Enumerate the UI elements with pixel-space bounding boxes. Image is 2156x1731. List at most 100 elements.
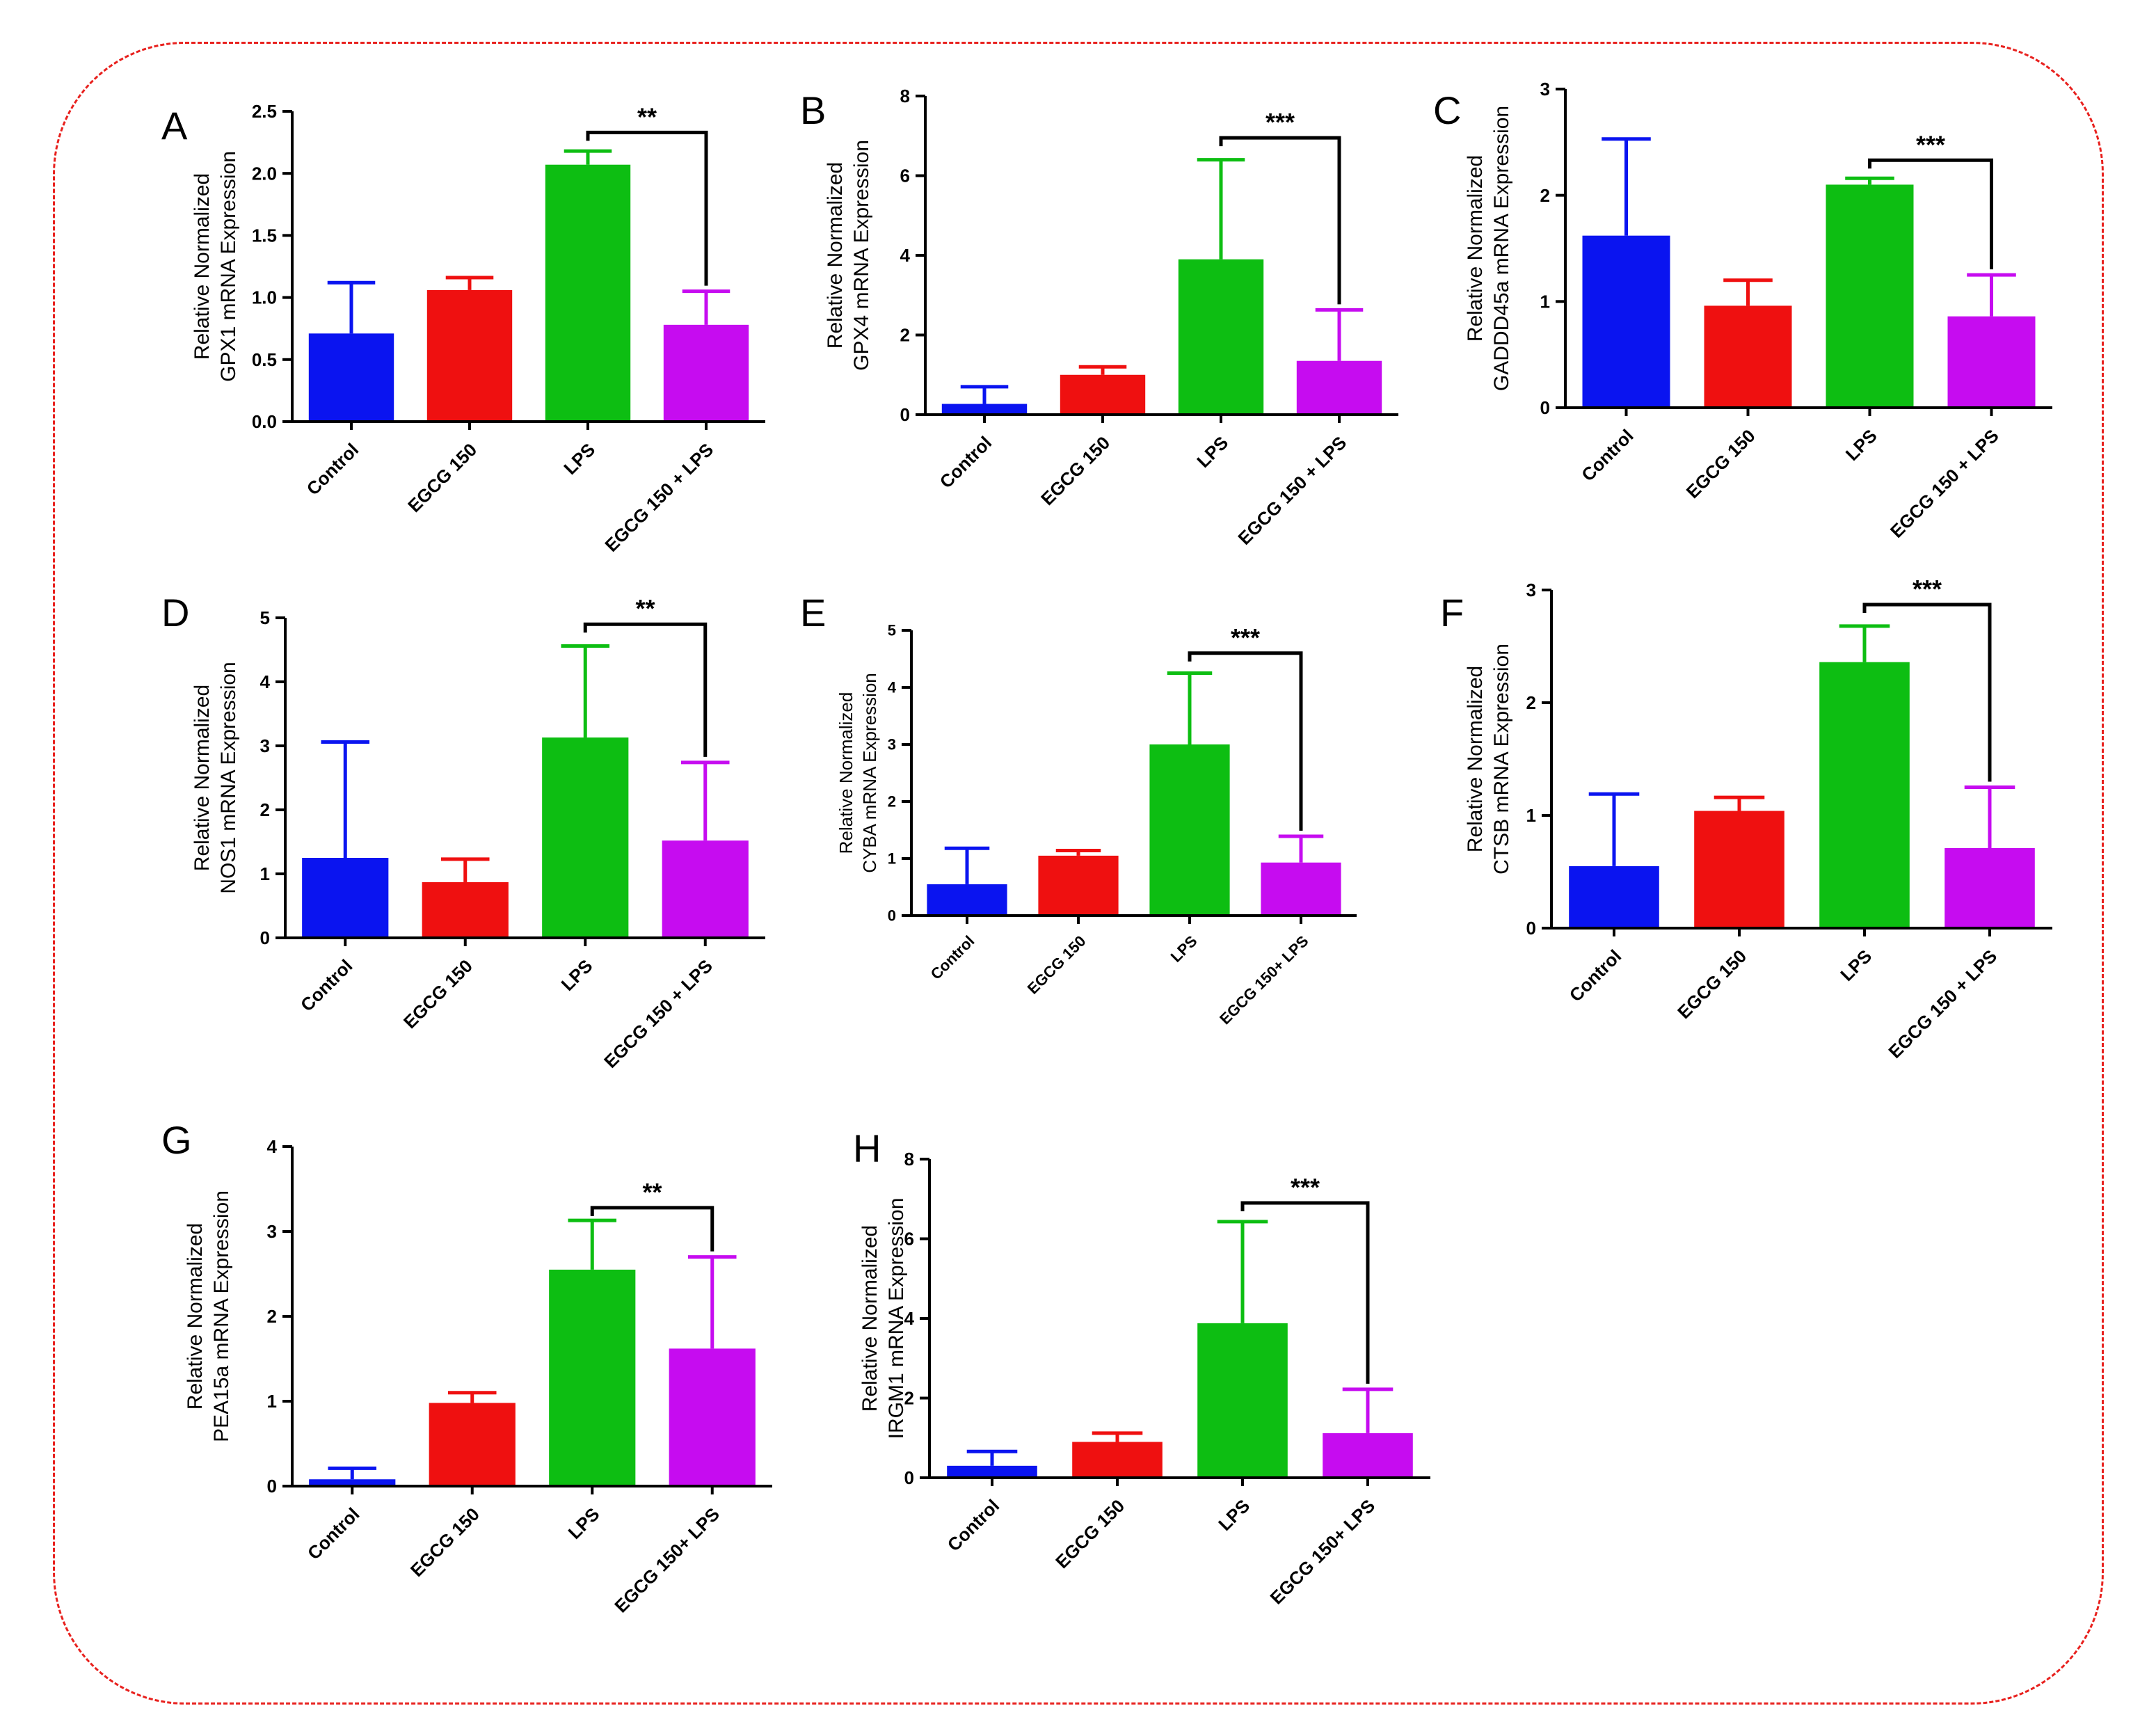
x-category-label: EGCG 150: [404, 439, 481, 516]
y-tick-label: 2: [267, 1306, 277, 1327]
bar: [662, 840, 749, 938]
x-category-label: LPS: [1214, 1495, 1254, 1535]
panel-letter: B: [800, 88, 826, 132]
bar: [663, 324, 749, 422]
bar: [1323, 1433, 1413, 1478]
y-tick-label: 5: [260, 607, 270, 628]
y-axis-title: CYBA mRNA Expression: [859, 673, 880, 873]
y-tick-label: 4: [888, 679, 897, 696]
bar: [1038, 855, 1119, 916]
bar: [308, 333, 394, 422]
y-tick-label: 0: [900, 404, 910, 425]
y-tick-label: 1.0: [252, 287, 277, 308]
x-category-label: LPS: [564, 1503, 604, 1543]
bar: [1178, 259, 1264, 415]
panel-letter: H: [853, 1126, 881, 1170]
x-category-label: Control: [927, 932, 978, 983]
chart-panel-h: H Relative Normalized IRGM1 mRNA Expressio…: [853, 1126, 1430, 1609]
x-category-label: EGCG 150+ LPS: [610, 1503, 724, 1617]
x-category-label: Control: [936, 432, 996, 493]
significance-bracket: [1868, 158, 1993, 270]
bar: [545, 164, 631, 422]
y-tick-label: 1: [888, 850, 896, 868]
x-category-label: EGCG 150: [1037, 432, 1114, 509]
bar: [549, 1269, 636, 1486]
x-category-label: LPS: [557, 955, 597, 995]
bar: [1060, 374, 1146, 415]
significance-bracket: [583, 622, 708, 757]
significance-label: ***: [1291, 1173, 1320, 1202]
bar: [1694, 811, 1784, 928]
x-category-label: LPS: [1842, 425, 1881, 465]
significance-bracket: [590, 1206, 714, 1252]
chart-panel-a: A Relative Normalized GPX1 mRNA Expression…: [161, 101, 765, 556]
significance-label: ***: [1231, 623, 1260, 652]
y-tick-label: 4: [267, 1136, 278, 1157]
y-tick-label: 1: [267, 1391, 277, 1412]
bar: [941, 404, 1028, 415]
y-tick-label: 4: [260, 671, 271, 692]
x-category-label: Control: [1565, 946, 1626, 1006]
y-axis-title: Relative Normalized: [191, 173, 214, 360]
y-tick-label: 1: [260, 863, 270, 884]
x-category-label: Control: [303, 439, 363, 500]
y-tick-label: 2: [1540, 185, 1550, 206]
y-axis-title: GADDD45a mRNA Expression: [1490, 106, 1513, 391]
x-category-label: EGCG 150: [1024, 932, 1089, 998]
bar: [1569, 866, 1659, 928]
bar: [1149, 744, 1230, 916]
y-axis-title: CTSB mRNA Expression: [1490, 644, 1513, 875]
bar: [542, 737, 629, 938]
chart-panel-e: E Relative Normalized CYBA mRNA Expression…: [800, 591, 1357, 1028]
y-tick-label: 2: [1526, 692, 1536, 713]
panel-letter: E: [800, 591, 826, 635]
y-tick-label: 3: [260, 735, 270, 756]
y-tick-label: 1.5: [252, 225, 277, 246]
x-category-label: EGCG 150+ LPS: [1216, 932, 1311, 1028]
y-axis-title: PEA15a mRNA Expression: [210, 1190, 233, 1442]
chart-panel-g: G Relative Normalized PEA15a mRNA Expressi…: [161, 1118, 772, 1617]
bar: [1296, 360, 1382, 415]
bar: [426, 289, 513, 422]
chart-panel-b: B Relative Normalized GPX4 mRNA Expression…: [800, 86, 1398, 549]
bar: [1826, 184, 1914, 408]
y-tick-label: 2.0: [252, 163, 277, 184]
significance-label: ***: [1265, 108, 1295, 136]
y-tick-label: 2: [904, 1388, 914, 1409]
y-tick-label: 4: [900, 245, 911, 266]
x-category-label: Control: [296, 955, 357, 1016]
x-category-label: EGCG 150+ LPS: [1265, 1495, 1379, 1609]
significance-label: ***: [1913, 575, 1942, 603]
bar: [1947, 316, 2036, 408]
y-axis-title: Relative Normalized: [1464, 666, 1487, 852]
y-tick-label: 2: [888, 793, 896, 811]
y-tick-label: 0: [260, 927, 270, 948]
x-category-label: LPS: [559, 439, 599, 479]
x-category-label: EGCG 150: [406, 1503, 484, 1581]
bar: [1197, 1323, 1288, 1478]
bar: [1582, 235, 1670, 408]
bar: [1072, 1442, 1163, 1478]
y-axis-title: Relative Normalized: [824, 162, 847, 349]
y-tick-label: 1: [1540, 291, 1550, 312]
y-axis-title: IRGM1 mRNA Expression: [885, 1198, 908, 1439]
significance-label: **: [642, 1178, 662, 1206]
x-category-label: Control: [303, 1503, 364, 1564]
x-category-label: EGCG 150 + LPS: [1233, 432, 1350, 549]
x-category-label: EGCG 150 + LPS: [600, 439, 717, 556]
bar: [1945, 847, 2035, 928]
significance-bracket: [1862, 603, 1992, 782]
bar: [422, 882, 509, 938]
y-tick-label: 2.5: [252, 101, 277, 122]
y-tick-label: 0: [1526, 918, 1536, 939]
y-axis-title: Relative Normalized: [184, 1223, 207, 1410]
y-tick-label: 6: [904, 1229, 914, 1250]
y-tick-label: 6: [900, 166, 910, 186]
bar: [1704, 305, 1792, 408]
x-category-label: Control: [1577, 425, 1638, 486]
y-tick-label: 3: [1526, 580, 1536, 600]
x-category-label: LPS: [1167, 932, 1201, 966]
bar: [947, 1465, 1037, 1478]
y-tick-label: 8: [900, 86, 910, 106]
